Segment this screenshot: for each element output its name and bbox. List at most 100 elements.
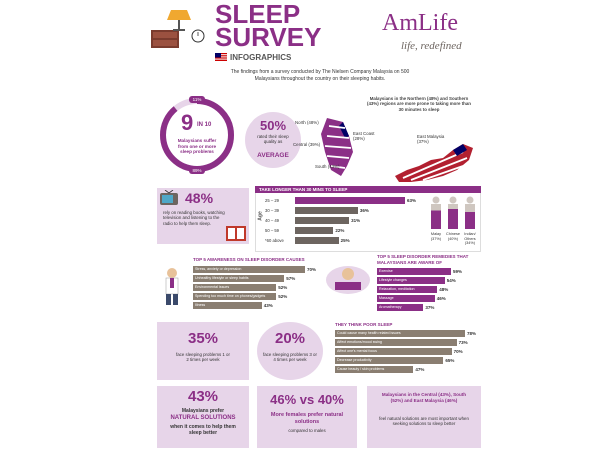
cause-value: 70% xyxy=(307,267,317,272)
cause-value: 57% xyxy=(286,276,296,281)
remedy-bar xyxy=(377,304,424,311)
poor-label: Affect one's mental focus xyxy=(337,349,377,353)
title-sleep: SLEEP xyxy=(215,0,301,29)
remedy-value: 59% xyxy=(453,269,463,274)
age-label: *60 above xyxy=(265,238,284,243)
cause-bar xyxy=(193,293,277,300)
race-label: Indian/ Others (34%) xyxy=(464,232,476,246)
face2-pct: 20% xyxy=(274,330,306,347)
remedy-bar xyxy=(377,286,438,293)
cause-value: 52% xyxy=(278,285,288,290)
subtitle: INFOGRAPHICS xyxy=(230,53,292,62)
regions-box xyxy=(367,386,481,448)
brand-logo: AmLife xyxy=(382,10,458,36)
ring-in-text: IN 10 xyxy=(197,122,212,128)
map-east-malaysia-label: East Malaysia (37%) xyxy=(417,134,445,145)
intro-text: The findings from a survey conducted by … xyxy=(230,69,410,82)
cause-label: Stress, anxiety or depression xyxy=(195,267,242,271)
natural-emphasis: NATURAL SOLUTIONS xyxy=(170,415,236,421)
age-chart-header xyxy=(255,186,481,193)
map-south-label: South (43%) xyxy=(315,164,340,169)
age-bar xyxy=(295,217,350,224)
average-circle xyxy=(245,112,301,168)
cause-value: 52% xyxy=(278,294,288,299)
poor-label: Decrease productivity xyxy=(337,358,372,362)
cause-bar xyxy=(193,275,285,282)
remedy-bar xyxy=(377,277,445,284)
regions-text2: feel natural solutions are most importan… xyxy=(379,416,469,427)
face2-text: face sleeping problems 3 or 4 times per … xyxy=(263,352,317,363)
cause-label: Environmental issues xyxy=(195,285,230,289)
title-survey: SURVEY xyxy=(215,22,322,52)
books-text: rely on reading books, watching televisi… xyxy=(163,210,225,226)
cause-label: Illness xyxy=(195,303,206,307)
age-label: 25 – 29 xyxy=(265,198,279,203)
age-bar xyxy=(295,227,334,234)
bedside-lamp-icon xyxy=(151,10,205,48)
poor-label: Could cause many health related issues xyxy=(337,331,401,335)
ring-top-pct: 11% xyxy=(189,96,205,103)
ring-caption: Malaysians suffer from one or more sleep… xyxy=(177,138,217,154)
age-value: 22% xyxy=(335,228,345,233)
regions-text1: Malaysians in the Central (43%), South (… xyxy=(381,392,467,403)
age-bar xyxy=(295,197,405,204)
map-title: Malaysians in the Northern (48%) and Sou… xyxy=(367,96,471,112)
person-figure-icon xyxy=(465,196,475,229)
gender-box xyxy=(257,386,357,448)
remedy-bar xyxy=(377,268,451,275)
face1-box xyxy=(157,322,249,380)
age-value: 25% xyxy=(340,238,350,243)
average-text: rated their sleep quality as xyxy=(257,134,289,145)
face1-pct: 35% xyxy=(187,330,219,347)
remedy-label: Aromatherapy xyxy=(379,305,402,309)
natural-line1: Malaysians prefer xyxy=(181,408,225,414)
average-pct: 50% xyxy=(259,118,287,133)
cause-bar xyxy=(193,302,262,309)
age-label: 40 – 49 xyxy=(265,218,279,223)
gender-text: More females prefer natural solutions xyxy=(270,412,344,425)
poor-value: 73% xyxy=(458,340,468,345)
remedy-value: 37% xyxy=(425,305,435,310)
face2-circle xyxy=(257,322,323,380)
brand-tagline: life, redefined xyxy=(401,40,462,52)
age-label: 50 – 59 xyxy=(265,228,279,233)
person-figure-icon xyxy=(431,196,441,229)
poor-sleep-title: THEY THINK POOR SLEEP xyxy=(335,322,393,327)
malaysia-flag-icon xyxy=(215,53,227,61)
remedies-title: TOP 5 SLEEP DISORDER REMEDIES THAT MALAY… xyxy=(377,254,469,265)
age-value: 36% xyxy=(359,208,369,213)
age-label: 30 – 39 xyxy=(265,208,279,213)
stressed-man-icon xyxy=(165,268,179,305)
nine-in-ten-ring xyxy=(160,98,234,172)
age-chart-title: TAKE LONGER THAN 30 MINS TO SLEEP xyxy=(259,187,348,192)
cause-label: Unhealthy lifestyle or sleep habits xyxy=(195,276,249,280)
poor-bar xyxy=(335,330,465,337)
map-north-label: North (48%) xyxy=(295,120,319,125)
race-label: Malay (37%) xyxy=(430,232,442,241)
remedy-bar xyxy=(377,295,435,302)
cause-bar xyxy=(193,266,305,273)
cause-label: Spending too much time on phones/gadgets xyxy=(195,294,266,298)
sleeping-person-icon xyxy=(326,266,370,294)
causes-title: TOP 5 AWARENESS ON SLEEP DISORDER CAUSES xyxy=(193,257,305,262)
average-emphasis: AVERAGE xyxy=(257,152,289,159)
race-label: Chinese (40%) xyxy=(446,232,460,241)
remedy-label: Relaxation, meditation xyxy=(379,287,415,291)
map-east-coast-label: East Coast (28%) xyxy=(353,131,375,142)
television-icon xyxy=(160,190,178,205)
infographic-page: SLEEP SURVEY INFOGRAPHICS AmLife life, r… xyxy=(145,0,485,450)
map-central-label: Central (39%) xyxy=(293,142,321,147)
cause-bar xyxy=(193,284,277,291)
natural-pct: 43% xyxy=(187,388,219,405)
east-malaysia-map xyxy=(395,144,473,182)
poor-label: Affect emotions/mood swing xyxy=(337,340,382,344)
cause-value: 43% xyxy=(263,303,273,308)
remedy-label: Exercise xyxy=(379,269,393,273)
poor-value: 65% xyxy=(445,358,455,363)
ring-big-number: 9 xyxy=(181,110,194,135)
poor-bar xyxy=(335,366,414,373)
poor-value: 47% xyxy=(415,367,425,372)
poor-value: 70% xyxy=(453,349,463,354)
age-bar xyxy=(295,237,339,244)
peninsular-malaysia-map xyxy=(321,118,353,176)
